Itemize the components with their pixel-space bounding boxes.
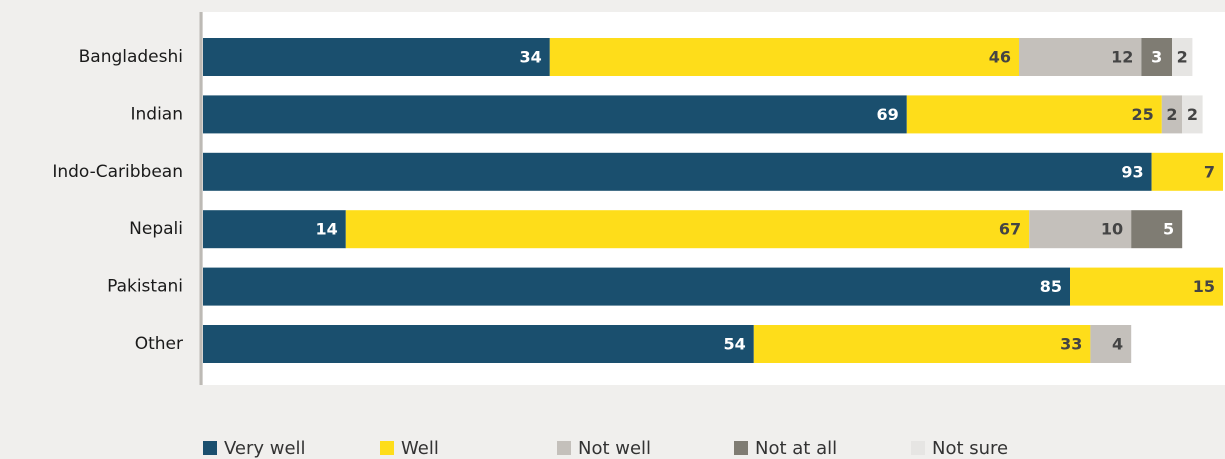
legend-label: Not at all	[755, 438, 837, 459]
value-label: 2	[1177, 48, 1188, 67]
value-label: 93	[1121, 162, 1143, 181]
value-label: 15	[1193, 277, 1215, 296]
bar-segment	[1161, 95, 1183, 134]
bar-segment	[203, 38, 550, 76]
value-label: 4	[1112, 335, 1123, 354]
value-label: 46	[989, 48, 1011, 67]
bar-segment	[753, 325, 1091, 363]
value-label: 33	[1060, 335, 1082, 354]
bar-segment	[549, 38, 1019, 76]
value-label: 5	[1163, 220, 1174, 239]
category-label: Other	[135, 334, 183, 354]
category-label: Indian	[131, 104, 184, 124]
value-label: 25	[1132, 105, 1154, 124]
value-label: 2	[1166, 105, 1177, 124]
bar-segment	[203, 95, 907, 134]
legend-swatch	[734, 441, 748, 455]
category-label: Bangladeshi	[79, 47, 183, 67]
bar-segment	[345, 210, 1030, 249]
value-label: 7	[1204, 162, 1215, 181]
bar-segment	[203, 267, 1070, 306]
value-label: 2	[1187, 105, 1198, 124]
legend-label: Not well	[578, 438, 651, 459]
value-label: 67	[999, 220, 1021, 239]
legend-label: Well	[401, 438, 439, 459]
bar-segment	[203, 152, 1152, 191]
legend-label: Not sure	[932, 438, 1008, 459]
bar-segment	[906, 95, 1162, 134]
bar-segment	[1172, 38, 1193, 76]
bar-segment	[1131, 210, 1183, 249]
legend-swatch	[380, 441, 394, 455]
value-label: 69	[877, 105, 899, 124]
legend-swatch	[203, 441, 217, 455]
bar-segment	[1151, 152, 1223, 191]
bar-segment	[1019, 38, 1142, 76]
bar-segment	[1070, 267, 1223, 306]
value-label: 34	[520, 48, 542, 67]
bar-segment	[1141, 38, 1172, 76]
value-label: 14	[316, 220, 338, 239]
value-label: 10	[1101, 220, 1123, 239]
value-label: 3	[1151, 48, 1162, 67]
category-label: Pakistani	[107, 277, 183, 297]
value-label: 12	[1111, 48, 1133, 67]
bar-segment	[203, 210, 346, 249]
category-label: Indo-Caribbean	[52, 162, 183, 182]
category-label: Nepali	[129, 219, 183, 239]
legend-swatch	[557, 441, 571, 455]
value-label: 85	[1040, 277, 1062, 296]
bar-segment	[1182, 95, 1203, 134]
value-label: 54	[724, 335, 746, 354]
legend-label: Very well	[224, 438, 306, 459]
bar-segment	[1090, 325, 1132, 363]
bar-segment	[1029, 210, 1132, 249]
bar-segment	[203, 325, 754, 363]
legend-swatch	[911, 441, 925, 455]
